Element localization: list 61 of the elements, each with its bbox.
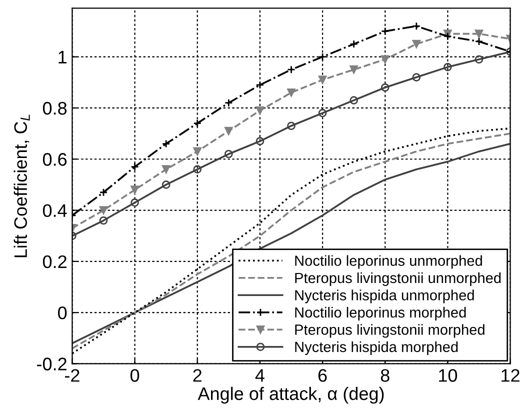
point	[193, 165, 202, 174]
point	[350, 40, 358, 48]
y-tick-label: 0.6	[42, 153, 67, 166]
point	[256, 80, 264, 90]
legend-label: Noctilio leporinus morphed	[295, 306, 466, 321]
y-tick-label: 0.8	[42, 102, 67, 115]
point	[444, 32, 452, 41]
point	[318, 52, 327, 61]
point	[287, 65, 296, 74]
point	[380, 83, 390, 92]
point	[99, 216, 108, 225]
legend-label: Nycteris hispida morphed	[295, 341, 458, 355]
point	[287, 88, 296, 97]
y-axis-title: Lift Coefficient, C$_{L}$	[14, 114, 30, 258]
point	[224, 126, 233, 136]
x-tick-label: 10	[439, 369, 458, 382]
legend-label: Pteropus livingstonii morphed	[295, 324, 484, 338]
point	[193, 147, 202, 156]
x-tick-label: 2	[193, 369, 202, 382]
point	[318, 76, 327, 84]
point	[256, 137, 264, 146]
x-tick-label: 4	[255, 369, 264, 382]
point	[412, 40, 421, 48]
point	[380, 55, 390, 64]
legend-label: Pteropus livingstonii unmorphed	[295, 272, 501, 286]
point	[256, 106, 264, 115]
point	[99, 206, 108, 214]
y-tick-label: 0.4	[42, 204, 67, 217]
y-tick-label: 0.2	[42, 255, 66, 268]
point	[162, 165, 170, 174]
point	[474, 30, 484, 38]
y-tick-label: 1	[58, 50, 66, 64]
y-tick-label: -0.2	[37, 358, 66, 370]
point	[318, 108, 327, 118]
x-tick-label: -2	[64, 369, 80, 382]
point	[224, 98, 233, 108]
point	[474, 55, 484, 64]
point	[444, 62, 452, 72]
point	[130, 198, 139, 207]
x-tick-label: 0	[130, 369, 140, 382]
x-axis-title: Angle of attack, α (deg)	[198, 386, 384, 404]
legend-label: Nycteris hispida unmorphed	[295, 290, 474, 304]
point	[130, 162, 139, 171]
point	[350, 65, 358, 74]
point	[287, 122, 296, 130]
x-tick-label: 12	[502, 369, 520, 382]
point	[162, 180, 170, 189]
point	[130, 186, 139, 194]
legend-label: Noctilio leporinus unmorphed	[295, 255, 482, 269]
point	[412, 22, 421, 30]
x-tick-label: 8	[380, 369, 390, 382]
point	[412, 73, 421, 82]
y-tick-label: 0	[58, 306, 67, 320]
point	[474, 37, 484, 46]
point	[99, 188, 108, 197]
point	[162, 140, 170, 148]
point	[224, 150, 233, 158]
point	[380, 27, 390, 36]
point	[350, 96, 358, 104]
point	[193, 119, 202, 128]
x-tick-label: 6	[318, 369, 327, 382]
